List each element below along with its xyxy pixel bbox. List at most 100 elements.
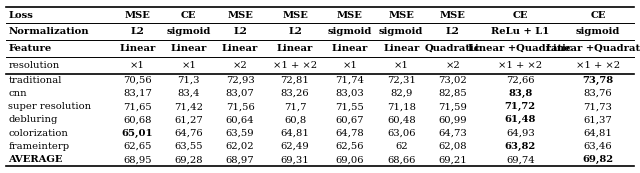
Text: 71,55: 71,55 bbox=[335, 102, 364, 111]
Text: AVERAGE: AVERAGE bbox=[8, 155, 63, 164]
Text: ×1: ×1 bbox=[394, 61, 409, 70]
Text: 61,48: 61,48 bbox=[504, 115, 536, 124]
Text: 69,21: 69,21 bbox=[438, 155, 467, 164]
Text: sigmoid: sigmoid bbox=[379, 27, 424, 36]
Text: Linear: Linear bbox=[383, 44, 419, 53]
Text: 71,72: 71,72 bbox=[505, 102, 536, 111]
Text: 62,02: 62,02 bbox=[226, 142, 255, 151]
Text: 61,27: 61,27 bbox=[175, 115, 204, 124]
Text: 64,93: 64,93 bbox=[506, 129, 534, 138]
Text: 71,56: 71,56 bbox=[226, 102, 255, 111]
Text: CE: CE bbox=[513, 11, 528, 20]
Text: MSE: MSE bbox=[282, 11, 308, 20]
Text: 83,76: 83,76 bbox=[584, 89, 612, 98]
Text: 82,85: 82,85 bbox=[438, 89, 467, 98]
Text: 64,78: 64,78 bbox=[335, 129, 364, 138]
Text: 64,81: 64,81 bbox=[584, 129, 612, 138]
Text: 68,95: 68,95 bbox=[124, 155, 152, 164]
Text: 63,46: 63,46 bbox=[584, 142, 612, 151]
Text: L2: L2 bbox=[288, 27, 302, 36]
Text: 62: 62 bbox=[395, 142, 408, 151]
Text: Linear: Linear bbox=[171, 44, 207, 53]
Text: resolution: resolution bbox=[8, 61, 60, 70]
Text: 60,99: 60,99 bbox=[438, 115, 467, 124]
Text: 83,4: 83,4 bbox=[178, 89, 200, 98]
Text: 69,31: 69,31 bbox=[281, 155, 309, 164]
Text: ×1: ×1 bbox=[130, 61, 145, 70]
Text: Linear: Linear bbox=[119, 44, 156, 53]
Text: MSE: MSE bbox=[440, 11, 465, 20]
Text: 83,17: 83,17 bbox=[123, 89, 152, 98]
Text: MSE: MSE bbox=[125, 11, 150, 20]
Text: 63,82: 63,82 bbox=[505, 142, 536, 151]
Text: 83,03: 83,03 bbox=[335, 89, 364, 98]
Text: CE: CE bbox=[181, 11, 196, 20]
Text: sigmoid: sigmoid bbox=[576, 27, 620, 36]
Text: 60,48: 60,48 bbox=[387, 115, 415, 124]
Text: ×2: ×2 bbox=[445, 61, 460, 70]
Text: 60,68: 60,68 bbox=[124, 115, 152, 124]
Text: L2: L2 bbox=[445, 27, 460, 36]
Text: 70,56: 70,56 bbox=[124, 76, 152, 85]
Text: 62,49: 62,49 bbox=[281, 142, 309, 151]
Text: cnn: cnn bbox=[8, 89, 27, 98]
Text: frameinterp: frameinterp bbox=[8, 142, 69, 151]
Text: sigmoid: sigmoid bbox=[166, 27, 211, 36]
Text: 82,9: 82,9 bbox=[390, 89, 412, 98]
Text: ReLu + L1: ReLu + L1 bbox=[491, 27, 549, 36]
Text: 64,81: 64,81 bbox=[280, 129, 310, 138]
Text: 63,55: 63,55 bbox=[175, 142, 203, 151]
Text: 60,67: 60,67 bbox=[336, 115, 364, 124]
Text: 73,02: 73,02 bbox=[438, 76, 467, 85]
Text: ×1: ×1 bbox=[181, 61, 196, 70]
Text: 62,08: 62,08 bbox=[438, 142, 467, 151]
Text: 68,97: 68,97 bbox=[226, 155, 255, 164]
Text: 71,65: 71,65 bbox=[123, 102, 152, 111]
Text: ×1 + ×2: ×1 + ×2 bbox=[576, 61, 620, 70]
Text: traditional: traditional bbox=[8, 76, 61, 85]
Text: 72,81: 72,81 bbox=[280, 76, 310, 85]
Text: L2: L2 bbox=[233, 27, 247, 36]
Text: 71,74: 71,74 bbox=[335, 76, 364, 85]
Text: sigmoid: sigmoid bbox=[328, 27, 372, 36]
Text: Loss: Loss bbox=[8, 11, 33, 20]
Text: 73,78: 73,78 bbox=[582, 76, 614, 85]
Text: 83,8: 83,8 bbox=[508, 89, 532, 98]
Text: ×1 + ×2: ×1 + ×2 bbox=[498, 61, 542, 70]
Text: 62,56: 62,56 bbox=[336, 142, 364, 151]
Text: 72,66: 72,66 bbox=[506, 76, 534, 85]
Text: 71,42: 71,42 bbox=[174, 102, 204, 111]
Text: 71,59: 71,59 bbox=[438, 102, 467, 111]
Text: colorization: colorization bbox=[8, 129, 68, 138]
Text: Linear +Quadratic: Linear +Quadratic bbox=[468, 44, 572, 53]
Text: 63,06: 63,06 bbox=[387, 129, 415, 138]
Text: 61,37: 61,37 bbox=[584, 115, 612, 124]
Text: 69,74: 69,74 bbox=[506, 155, 534, 164]
Text: 72,31: 72,31 bbox=[387, 76, 416, 85]
Text: debluring: debluring bbox=[8, 115, 58, 124]
Text: Linear: Linear bbox=[222, 44, 259, 53]
Text: 69,28: 69,28 bbox=[175, 155, 203, 164]
Text: 71,18: 71,18 bbox=[387, 102, 416, 111]
Text: ×1: ×1 bbox=[342, 61, 357, 70]
Text: 69,82: 69,82 bbox=[582, 155, 614, 164]
Text: 65,01: 65,01 bbox=[122, 129, 154, 138]
Text: L2: L2 bbox=[131, 27, 145, 36]
Text: Linear +Quadratic: Linear +Quadratic bbox=[546, 44, 640, 53]
Text: 63,59: 63,59 bbox=[226, 129, 255, 138]
Text: 62,65: 62,65 bbox=[124, 142, 152, 151]
Text: Linear: Linear bbox=[332, 44, 368, 53]
Text: 68,66: 68,66 bbox=[387, 155, 415, 164]
Text: Linear: Linear bbox=[277, 44, 313, 53]
Text: 64,73: 64,73 bbox=[438, 129, 467, 138]
Text: 71,73: 71,73 bbox=[584, 102, 612, 111]
Text: MSE: MSE bbox=[388, 11, 414, 20]
Text: 60,64: 60,64 bbox=[226, 115, 255, 124]
Text: ×2: ×2 bbox=[233, 61, 248, 70]
Text: Normalization: Normalization bbox=[8, 27, 89, 36]
Text: super resolution: super resolution bbox=[8, 102, 92, 111]
Text: 71,3: 71,3 bbox=[178, 76, 200, 85]
Text: CE: CE bbox=[590, 11, 605, 20]
Text: Feature: Feature bbox=[8, 44, 52, 53]
Text: 64,76: 64,76 bbox=[175, 129, 203, 138]
